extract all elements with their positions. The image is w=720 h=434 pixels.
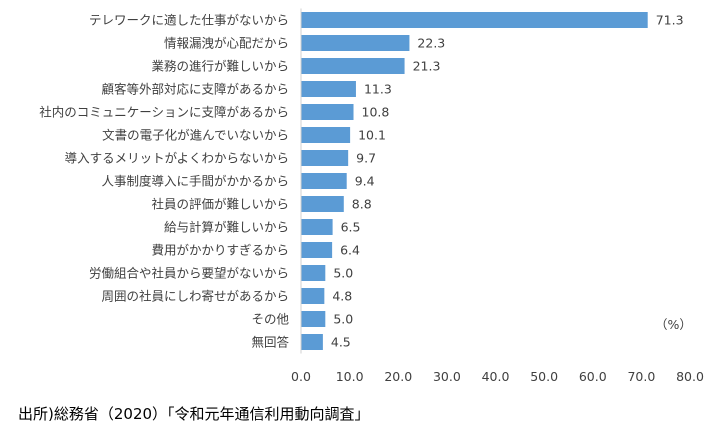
value-label: 6.5	[341, 220, 361, 235]
category-label: 導入するメリットがよくわからないから	[65, 151, 289, 166]
value-label: 6.4	[340, 243, 360, 258]
category-label: 給与計算が難しいから	[164, 220, 289, 235]
bar	[301, 127, 351, 143]
value-label: 10.8	[362, 105, 390, 120]
bar-chart: テレワークに適した仕事がないから 71.3 情報漏洩が心配だから 22.3 業務の進行が…	[39, 8, 704, 384]
unit-label: （%）	[655, 317, 692, 332]
value-label: 9.7	[356, 151, 376, 166]
x-tick-label: 0.0	[291, 369, 311, 384]
x-axis-ticks: 0.0 10.0 20.0 30.0 40.0 50.0 60.0 70.0 80.0	[291, 369, 704, 384]
bar	[301, 12, 648, 28]
category-label: 周囲の社員にしわ寄せがあるから	[101, 289, 289, 304]
value-label: 71.3	[656, 13, 684, 28]
bar	[301, 242, 333, 258]
category-label: 社員の評価が難しいから	[151, 197, 289, 212]
x-tick-label: 30.0	[433, 369, 461, 384]
bar	[301, 150, 349, 166]
bars-group: テレワークに適した仕事がないから 71.3 情報漏洩が心配だから 22.3 業務の進行が…	[39, 12, 684, 350]
category-label: 業務の進行が難しいから	[151, 59, 289, 74]
category-label: 顧客等外部対応に支障があるから	[101, 82, 289, 97]
x-tick-label: 50.0	[530, 369, 558, 384]
x-tick-label: 70.0	[627, 369, 655, 384]
value-label: 11.3	[364, 82, 392, 97]
value-label: 9.4	[355, 174, 375, 189]
source-citation: 出所)総務省（2020）「令和元年通信利用動向調査」	[18, 405, 370, 423]
bar	[301, 334, 323, 350]
value-label: 8.8	[352, 197, 372, 212]
bar	[301, 173, 347, 189]
category-label: 人事制度導入に手間がかかるから	[101, 174, 289, 189]
category-label: その他	[251, 312, 289, 327]
x-tick-label: 10.0	[336, 369, 364, 384]
value-label: 5.0	[333, 312, 353, 327]
value-label: 10.1	[358, 128, 386, 143]
bar	[301, 81, 356, 97]
category-label: 無回答	[251, 335, 289, 350]
category-label: 労働組合や社員から要望がないから	[89, 266, 289, 281]
bar	[301, 104, 354, 120]
category-label: 文書の電子化が進んでいないから	[102, 128, 289, 143]
bar	[301, 196, 344, 212]
value-label: 4.5	[331, 335, 351, 350]
category-label: 情報漏洩が心配だから	[164, 36, 289, 51]
x-tick-label: 20.0	[384, 369, 412, 384]
category-label: 社内のコミュニケーションに支障があるから	[39, 105, 289, 120]
category-label: テレワークに適した仕事がないから	[89, 13, 289, 28]
value-label: 4.8	[332, 289, 352, 304]
bar	[301, 265, 326, 281]
x-tick-label: 80.0	[676, 369, 704, 384]
category-label: 費用がかかりすぎるから	[151, 243, 289, 258]
bar	[301, 58, 405, 74]
value-label: 21.3	[413, 59, 441, 74]
value-label: 5.0	[333, 266, 353, 281]
x-tick-label: 60.0	[579, 369, 607, 384]
bar	[301, 288, 325, 304]
bar	[301, 35, 410, 51]
bar	[301, 311, 326, 327]
bar	[301, 219, 333, 235]
value-label: 22.3	[417, 36, 445, 51]
x-tick-label: 40.0	[482, 369, 510, 384]
